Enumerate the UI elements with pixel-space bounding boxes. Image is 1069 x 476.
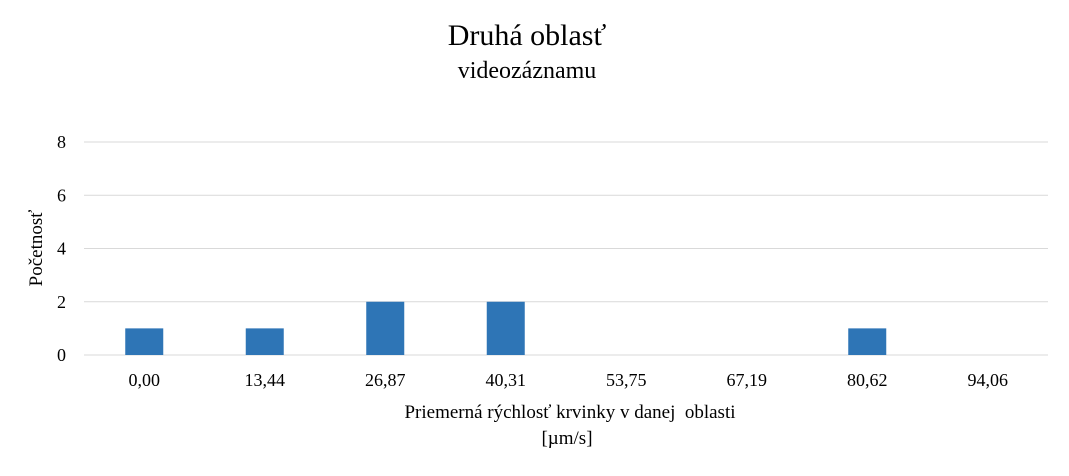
x-tick-label: 40,31 <box>486 370 527 390</box>
x-tick-label: 0,00 <box>129 370 161 390</box>
y-tick-label: 2 <box>57 292 66 312</box>
bar <box>486 301 525 355</box>
y-axis-label: Početnosť <box>26 210 47 287</box>
x-tick-label: 94,06 <box>968 370 1009 390</box>
bars <box>125 301 887 355</box>
y-tick-label: 8 <box>57 132 66 152</box>
chart-title: Druhá oblasť <box>448 19 607 52</box>
x-axis-label: Priemerná rýchlosť krvinky v danej oblas… <box>404 402 735 423</box>
bar <box>366 301 405 355</box>
y-tick-label: 6 <box>57 185 66 205</box>
bar <box>848 328 887 355</box>
chart-subtitle: videozáznamu <box>458 58 597 84</box>
bar <box>245 328 284 355</box>
y-tick-label: 4 <box>57 239 66 259</box>
x-tick-label: 53,75 <box>606 370 647 390</box>
x-tick-label: 80,62 <box>847 370 888 390</box>
y-axis-ticks: 0 2 4 6 8 <box>57 132 66 365</box>
bar <box>125 328 164 355</box>
x-axis-ticks: 0,00 13,44 26,87 40,31 53,75 67,19 80,62 94,06 <box>129 370 1009 390</box>
gridlines <box>84 141 1048 356</box>
x-tick-label: 13,44 <box>245 370 286 390</box>
y-tick-label: 0 <box>57 345 66 365</box>
x-axis-unit: [µm/s] <box>541 428 592 449</box>
x-tick-label: 26,87 <box>365 370 406 390</box>
x-tick-label: 67,19 <box>727 370 768 390</box>
